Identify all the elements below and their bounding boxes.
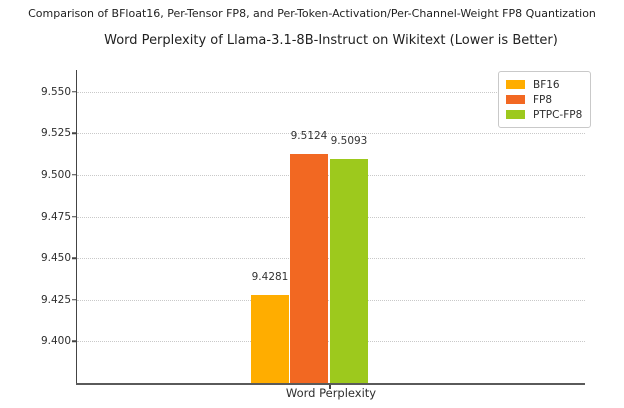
legend-item-ptpc-fp8: PTPC-FP8 bbox=[506, 107, 582, 122]
chart-title: Word Perplexity of Llama-3.1-8B-Instruct… bbox=[104, 33, 558, 48]
y-tick-label: 9.500 bbox=[40, 168, 71, 181]
x-tick-label: Word Perplexity bbox=[285, 386, 377, 400]
gridline bbox=[77, 91, 585, 93]
y-axis-spine bbox=[75, 70, 77, 384]
y-tick-mark bbox=[71, 215, 76, 218]
plot-area: 9.4281 9.5124 9.5093 bbox=[77, 70, 585, 383]
y-tick-label: 9.400 bbox=[40, 335, 71, 348]
legend-label: FP8 bbox=[533, 93, 553, 106]
legend-label: PTPC-FP8 bbox=[533, 108, 583, 121]
bar-bf16 bbox=[251, 294, 289, 383]
y-tick-mark bbox=[71, 299, 76, 301]
x-axis-spine bbox=[75, 383, 585, 385]
y-tick-label: 9.525 bbox=[40, 127, 71, 140]
y-tick-mark bbox=[71, 90, 76, 93]
legend: BF16 FP8 PTPC-FP8 bbox=[498, 71, 592, 128]
bar-ptpc-fp8 bbox=[330, 159, 368, 383]
y-tick-mark bbox=[71, 257, 76, 259]
bar-value-label: 9.5124 bbox=[290, 130, 328, 143]
y-tick-mark bbox=[71, 132, 76, 135]
y-tick-label: 9.425 bbox=[40, 293, 71, 306]
y-tick-label: 9.550 bbox=[40, 85, 71, 98]
figure-suptitle: Comparison of BFloat16, Per-Tensor FP8, … bbox=[28, 7, 596, 20]
legend-swatch bbox=[506, 110, 525, 119]
legend-label: BF16 bbox=[533, 78, 560, 91]
bar-value-label: 9.4281 bbox=[251, 270, 289, 283]
y-tick-label: 9.450 bbox=[40, 252, 71, 265]
x-tick-mark bbox=[329, 385, 331, 389]
legend-item-fp8: FP8 bbox=[506, 92, 582, 107]
y-tick-label: 9.475 bbox=[40, 210, 71, 223]
legend-swatch bbox=[506, 95, 525, 104]
bar-fp8 bbox=[290, 154, 328, 383]
legend-item-bf16: BF16 bbox=[506, 77, 582, 92]
gridline bbox=[77, 133, 585, 135]
y-tick-mark bbox=[71, 340, 76, 343]
y-tick-mark bbox=[71, 174, 76, 176]
legend-swatch bbox=[506, 80, 525, 89]
bar-value-label: 9.5093 bbox=[330, 135, 368, 148]
